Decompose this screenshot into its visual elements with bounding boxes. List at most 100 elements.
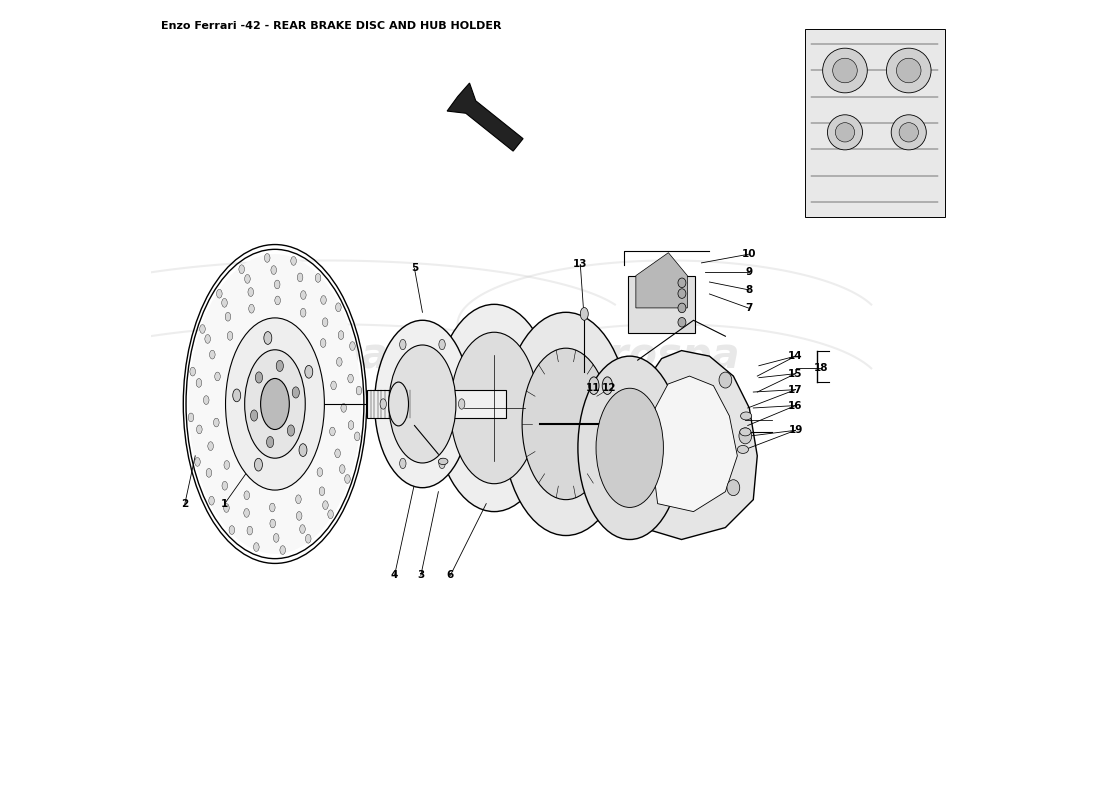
Ellipse shape [678,278,686,287]
Ellipse shape [197,425,202,434]
Ellipse shape [226,318,324,490]
Text: eurospares: eurospares [199,335,462,377]
Text: 4: 4 [390,570,398,580]
Ellipse shape [300,290,306,299]
Text: 5: 5 [410,263,418,274]
Ellipse shape [274,534,279,542]
Text: 6: 6 [447,570,454,580]
Ellipse shape [399,339,406,350]
Ellipse shape [254,542,260,551]
Ellipse shape [244,509,250,518]
Polygon shape [636,253,688,308]
Ellipse shape [354,432,360,441]
Polygon shape [447,83,524,151]
Ellipse shape [204,396,209,405]
Ellipse shape [322,318,328,326]
Ellipse shape [275,296,280,305]
Ellipse shape [222,298,228,307]
Ellipse shape [316,274,321,282]
Ellipse shape [270,503,275,512]
Ellipse shape [719,372,732,388]
Ellipse shape [214,372,220,381]
Ellipse shape [293,387,299,398]
Ellipse shape [328,510,333,518]
Ellipse shape [350,342,355,350]
Polygon shape [366,390,506,418]
Circle shape [887,48,931,93]
Ellipse shape [399,458,406,469]
Ellipse shape [439,339,446,350]
Ellipse shape [300,308,306,317]
Text: 19: 19 [789,426,803,435]
Ellipse shape [226,312,231,321]
Ellipse shape [195,458,200,466]
Ellipse shape [188,413,194,422]
Text: 18: 18 [814,363,828,373]
Ellipse shape [503,312,629,535]
Ellipse shape [739,428,751,444]
Ellipse shape [740,412,751,420]
FancyBboxPatch shape [805,30,945,217]
Circle shape [896,58,921,82]
Ellipse shape [739,428,751,436]
Ellipse shape [261,378,289,430]
Ellipse shape [678,289,686,298]
Ellipse shape [255,372,263,383]
Ellipse shape [213,418,219,427]
Ellipse shape [602,377,613,394]
Ellipse shape [306,534,311,543]
Ellipse shape [274,280,280,289]
Ellipse shape [208,442,213,450]
Ellipse shape [270,519,275,528]
Text: 10: 10 [742,249,757,259]
Ellipse shape [296,495,301,504]
Ellipse shape [209,350,216,359]
Ellipse shape [439,458,446,469]
Circle shape [891,114,926,150]
Ellipse shape [189,254,361,554]
Ellipse shape [356,386,362,395]
Ellipse shape [375,320,471,488]
Text: 16: 16 [789,401,803,410]
Circle shape [899,122,918,142]
Ellipse shape [331,381,337,390]
Text: 9: 9 [746,267,752,278]
Ellipse shape [349,421,354,430]
Ellipse shape [200,325,206,334]
Text: 3: 3 [417,570,425,580]
Ellipse shape [319,487,324,496]
Text: Enzo Ferrari -42 - REAR BRAKE DISC AND HUB HOLDER: Enzo Ferrari -42 - REAR BRAKE DISC AND H… [161,22,502,31]
Ellipse shape [297,273,302,282]
Text: eurospa: eurospa [550,335,739,377]
Polygon shape [652,376,737,512]
Ellipse shape [244,491,250,500]
Ellipse shape [264,332,272,344]
Ellipse shape [224,461,230,470]
Ellipse shape [340,465,345,474]
Ellipse shape [596,388,663,507]
Ellipse shape [321,296,327,304]
Ellipse shape [266,437,274,448]
Ellipse shape [434,304,554,512]
Ellipse shape [299,444,307,457]
Ellipse shape [248,526,253,535]
Ellipse shape [205,334,210,343]
Ellipse shape [233,389,241,402]
Ellipse shape [581,307,589,320]
Polygon shape [636,350,757,539]
Ellipse shape [228,331,233,340]
Ellipse shape [337,358,342,366]
Ellipse shape [522,348,609,500]
Text: 17: 17 [789,385,803,394]
Ellipse shape [248,288,253,297]
Ellipse shape [223,503,229,512]
Text: 15: 15 [789,369,803,378]
Ellipse shape [727,480,739,496]
Ellipse shape [334,449,340,458]
Text: 1: 1 [221,498,229,509]
Ellipse shape [578,356,682,539]
Ellipse shape [239,265,244,274]
Ellipse shape [296,511,303,520]
Ellipse shape [338,330,344,339]
Ellipse shape [330,427,336,436]
